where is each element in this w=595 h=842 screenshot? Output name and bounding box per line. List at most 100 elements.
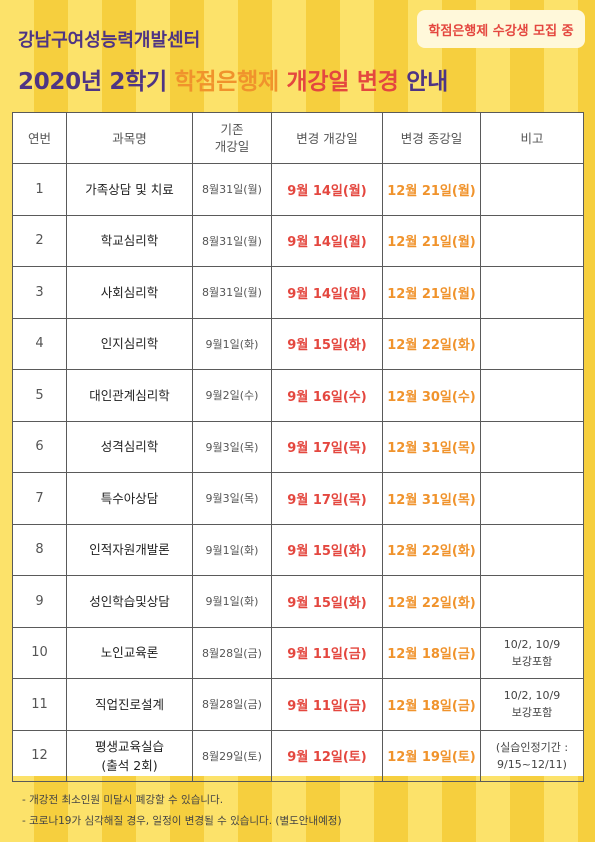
subject-name: 성인학습및상담 [89,593,170,609]
row-number: 5 [12,369,67,422]
new-end-date: 12월 21일(월) [382,163,481,216]
table-row: 6 성격심리학 9월3일(목) 9월 17일(목) 12월 31일(목) [12,420,584,473]
new-end-date: 12월 31일(목) [382,472,481,525]
note-cell [480,266,584,319]
new-end-date: 12월 18일(금) [382,678,481,731]
new-start-date: 9월 11일(금) [271,678,383,731]
table-row: 1 가족상담 및 치료 8월31일(월) 9월 14일(월) 12월 21일(월) [12,163,584,216]
header-new-start: 변경 개강일 [271,112,383,164]
footer-notes: - 개강전 최소인원 미달시 폐강할 수 있습니다. - 코로나19가 심각해질… [22,790,342,832]
subject-name: 가족상담 및 치료 [85,181,174,197]
new-end-date: 12월 18일(금) [382,626,481,679]
header-original-start: 기존 개강일 [192,112,272,164]
organization-name: 강남구여성능력개발센터 [18,30,201,51]
schedule-table: 연번 과목명 기존 개강일 변경 개강일 변경 종강일 비고 1 가족상담 및 치료… [12,112,584,782]
new-start-date: 9월 15일(화) [271,575,383,628]
note-line2: 보강포함 [511,706,553,720]
note-cell [480,575,584,628]
table-row: 4 인지심리학 9월1일(화) 9월 15일(화) 12월 22일(화) [12,317,584,370]
subject-cell: 성격심리학 [66,420,193,473]
footer-note-cancel: - 개강전 최소인원 미달시 폐강할 수 있습니다. [22,794,224,806]
note-line1: 10/2, 10/9 [503,689,561,703]
note-line1: (실습인정기간 : [495,740,569,754]
new-start-date: 9월 17일(목) [271,472,383,525]
row-number: 2 [12,214,67,267]
page-title: 2020년 2학기 학점은행제 개강일 변경 안내 [18,62,448,96]
new-start-date: 9월 11일(금) [271,626,383,679]
original-start-date: 8월29일(토) [192,729,272,782]
header-no: 연번 [12,112,67,164]
original-start-date: 8월31일(월) [192,266,272,319]
note-line1: 10/2, 10/9 [503,637,561,651]
note-cell [480,523,584,576]
note-cell [480,214,584,267]
note-line2: 9/15~12/11) [497,757,567,771]
new-start-date: 9월 12일(토) [271,729,383,782]
subject-name: 특수아상담 [100,490,159,506]
title-part-change: 개강일 변경 [286,69,399,95]
table-row: 3 사회심리학 8월31일(월) 9월 14일(월) 12월 21일(월) [12,266,584,319]
original-start-date: 8월28일(금) [192,626,272,679]
subject-name: 인적자원개발론 [89,542,170,558]
new-end-date: 12월 21일(월) [382,266,481,319]
new-start-date: 9월 15일(화) [271,523,383,576]
subject-cell: 평생교육실습 (출석 2회) [66,729,193,782]
original-start-date: 9월3일(목) [192,472,272,525]
new-end-date: 12월 22일(화) [382,575,481,628]
header-new-end: 변경 종강일 [382,112,481,164]
original-start-date: 9월1일(화) [192,317,272,370]
footer-note-covid: - 코로나19가 심각해질 경우, 일정이 변경될 수 있습니다. (별도안내예… [22,815,342,827]
subject-name: 평생교육실습 [94,738,164,754]
subject-cell: 대인관계심리학 [66,369,193,422]
note-cell [480,420,584,473]
new-start-date: 9월 14일(월) [271,163,383,216]
original-start-date: 9월2일(수) [192,369,272,422]
note-cell: 10/2, 10/9 보강포함 [480,626,584,679]
new-end-date: 12월 31일(목) [382,420,481,473]
subject-name-sub: (출석 2회) [101,757,158,773]
new-end-date: 12월 30일(수) [382,369,481,422]
original-start-date: 8월31일(월) [192,214,272,267]
title-part-program: 학점은행제 [174,69,287,95]
table-row: 12 평생교육실습 (출석 2회) 8월29일(토) 9월 12일(토) 12월 19일(… [12,729,584,782]
row-number: 1 [12,163,67,216]
subject-cell: 사회심리학 [66,266,193,319]
subject-cell: 인지심리학 [66,317,193,370]
original-start-date: 8월31일(월) [192,163,272,216]
note-line2: 보강포함 [511,654,553,668]
subject-name: 인지심리학 [100,336,159,352]
new-start-date: 9월 14일(월) [271,266,383,319]
table-row: 9 성인학습및상담 9월1일(화) 9월 15일(화) 12월 22일(화) [12,575,584,628]
subject-cell: 인적자원개발론 [66,523,193,576]
row-number: 3 [12,266,67,319]
note-cell: (실습인정기간 : 9/15~12/11) [480,729,584,782]
row-number: 7 [12,472,67,525]
subject-cell: 특수아상담 [66,472,193,525]
subject-name: 성격심리학 [100,439,159,455]
subject-name: 대인관계심리학 [89,387,170,403]
note-cell [480,317,584,370]
table-row: 8 인적자원개발론 9월1일(화) 9월 15일(화) 12월 22일(화) [12,523,584,576]
original-start-date: 9월1일(화) [192,575,272,628]
subject-cell: 직업진로설계 [66,678,193,731]
original-start-date: 8월28일(금) [192,678,272,731]
subject-cell: 노인교육론 [66,626,193,679]
header-original-line1: 기존 [220,122,244,137]
new-end-date: 12월 22일(화) [382,317,481,370]
subject-name: 직업진로설계 [94,696,164,712]
new-end-date: 12월 21일(월) [382,214,481,267]
row-number: 11 [12,678,67,731]
recruiting-badge: 학점은행제 수강생 모집 중 [417,10,585,48]
table-header-row: 연번 과목명 기존 개강일 변경 개강일 변경 종강일 비고 [12,112,584,164]
subject-cell: 성인학습및상담 [66,575,193,628]
row-number: 4 [12,317,67,370]
note-cell [480,163,584,216]
header-note: 비고 [480,112,584,164]
subject-cell: 학교심리학 [66,214,193,267]
title-part-notice: 안내 [398,69,448,95]
row-number: 9 [12,575,67,628]
table-row: 11 직업진로설계 8월28일(금) 9월 11일(금) 12월 18일(금) 10/2,… [12,678,584,731]
note-cell: 10/2, 10/9 보강포함 [480,678,584,731]
header-subject: 과목명 [66,112,193,164]
original-start-date: 9월1일(화) [192,523,272,576]
